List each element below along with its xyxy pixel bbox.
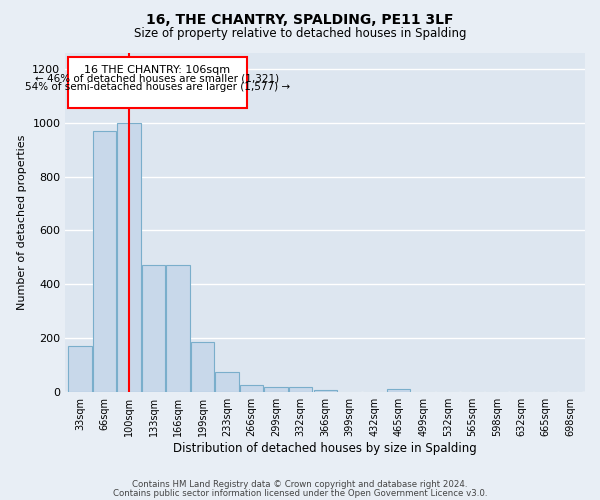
Bar <box>68 346 92 392</box>
Bar <box>166 266 190 392</box>
Bar <box>240 384 263 392</box>
Bar <box>118 122 140 392</box>
FancyBboxPatch shape <box>68 56 247 108</box>
Bar <box>387 389 410 392</box>
Text: ← 46% of detached houses are smaller (1,321): ← 46% of detached houses are smaller (1,… <box>35 74 279 84</box>
Text: 16 THE CHANTRY: 106sqm: 16 THE CHANTRY: 106sqm <box>84 64 230 74</box>
Bar <box>142 266 165 392</box>
Y-axis label: Number of detached properties: Number of detached properties <box>17 134 27 310</box>
Bar <box>289 388 312 392</box>
Text: 16, THE CHANTRY, SPALDING, PE11 3LF: 16, THE CHANTRY, SPALDING, PE11 3LF <box>146 12 454 26</box>
Text: 54% of semi-detached houses are larger (1,577) →: 54% of semi-detached houses are larger (… <box>25 82 290 92</box>
Text: Contains public sector information licensed under the Open Government Licence v3: Contains public sector information licen… <box>113 489 487 498</box>
X-axis label: Distribution of detached houses by size in Spalding: Distribution of detached houses by size … <box>173 442 477 455</box>
Bar <box>314 390 337 392</box>
Text: Contains HM Land Registry data © Crown copyright and database right 2024.: Contains HM Land Registry data © Crown c… <box>132 480 468 489</box>
Bar <box>215 372 239 392</box>
Bar <box>191 342 214 392</box>
Bar <box>93 130 116 392</box>
Bar <box>265 387 288 392</box>
Text: Size of property relative to detached houses in Spalding: Size of property relative to detached ho… <box>134 28 466 40</box>
